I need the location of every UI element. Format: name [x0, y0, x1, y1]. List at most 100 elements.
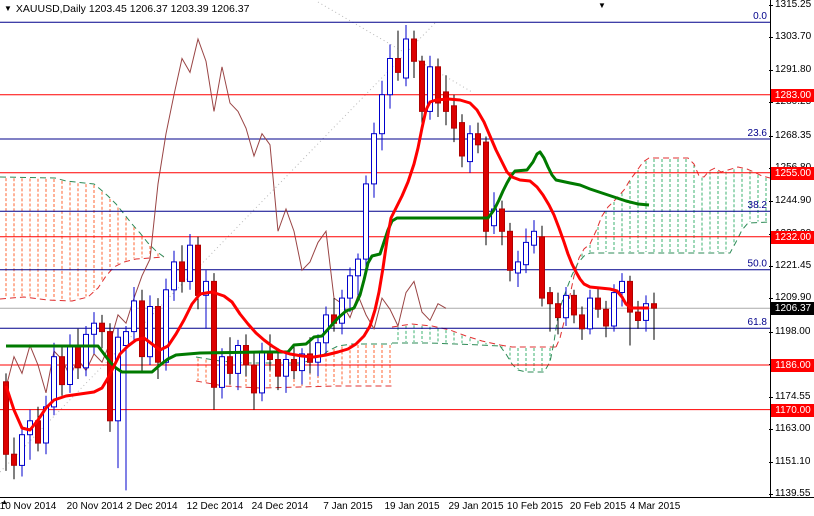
- price-level-badge: 1255.00: [771, 167, 814, 180]
- price-tick-label: 1221.45: [768, 260, 812, 271]
- candle-bull: [147, 295, 153, 365]
- candle-bear: [243, 334, 249, 377]
- candle-bear: [211, 273, 217, 410]
- candle-bull: [203, 270, 209, 329]
- candle-bull: [643, 295, 649, 332]
- candle-bull: [19, 426, 25, 477]
- candle-bull: [235, 339, 241, 391]
- candle-bear: [507, 222, 513, 282]
- tenkan-sen-line: [4, 97, 649, 432]
- chart-title: ▼ XAUUSD,Daily 1203.45 1206.37 1203.39 12…: [4, 3, 249, 15]
- ichimoku-cloud: [0, 157, 771, 389]
- candle-bear: [603, 300, 609, 338]
- fib-level-label: 61.8: [748, 317, 768, 328]
- candle-bull: [619, 273, 625, 307]
- candle-bear: [475, 122, 481, 154]
- price-tick-label: 1268.35: [768, 130, 812, 141]
- fib-level-label: 38.2: [748, 200, 768, 211]
- date-tick-label: 2 Dec 2014: [126, 501, 178, 512]
- candle-bull: [587, 289, 593, 335]
- candle-bull: [283, 353, 289, 393]
- price-level-badge: 1283.00: [771, 89, 814, 102]
- fib-level-label: 50.0: [748, 259, 768, 270]
- candle-bull: [563, 287, 569, 326]
- price-tick-label: 1303.70: [768, 31, 812, 42]
- candle-bull: [467, 125, 473, 173]
- price-level-badge: 1232.00: [771, 231, 814, 244]
- candle-bull: [379, 80, 385, 151]
- candle-bear: [627, 275, 633, 346]
- candle-bear: [483, 136, 489, 246]
- price-tick-label: 1174.55: [768, 391, 811, 402]
- price-axis[interactable]: 1315.251303.701291.801280.251268.351256.…: [768, 0, 814, 499]
- price-tick-label: 1139.55: [768, 488, 811, 499]
- candle-bull: [403, 25, 409, 87]
- candle-bull: [219, 348, 225, 399]
- price-tick-label: 1151.10: [768, 456, 811, 467]
- fibonacci-retracement[interactable]: 0.0 23.6 38.2 50.0 61.8: [0, 11, 770, 329]
- date-tick-label: 29 Jan 2015: [448, 501, 504, 512]
- chart-title-text: XAUUSD,Daily 1203.45 1206.37 1203.39 120…: [15, 3, 250, 15]
- candle-bull: [163, 278, 169, 371]
- candle-bear: [435, 58, 441, 117]
- date-tick-label: 10 Feb 2015: [506, 501, 564, 512]
- candle-bear: [579, 306, 585, 340]
- candle-bull: [355, 253, 361, 296]
- candle-bear: [411, 30, 417, 78]
- price-tick-label: 1209.90: [768, 292, 812, 303]
- candle-bear: [651, 292, 657, 340]
- kijun-sen-line: [6, 150, 650, 374]
- candle-bull: [115, 328, 121, 469]
- date-tick-label: 19 Jan 2015: [384, 501, 440, 512]
- candle-bull: [387, 44, 393, 109]
- date-tick-label: 20 Nov 2014: [66, 501, 124, 512]
- candle-bear: [227, 337, 233, 385]
- candle-bull: [531, 220, 537, 254]
- symbol-dropdown-icon[interactable]: ▼: [4, 4, 12, 13]
- candle-bull: [123, 326, 129, 491]
- price-tick-label: 1163.00: [768, 423, 811, 434]
- candle-bear: [555, 292, 561, 335]
- candle-bear: [419, 55, 425, 129]
- candle-bull: [83, 326, 89, 377]
- candle-bear: [459, 114, 465, 168]
- date-tick-label: 4 Mar 2015: [629, 501, 681, 512]
- candle-bull: [347, 267, 353, 313]
- date-tick-label: 10 Nov 2014: [0, 501, 57, 512]
- fib-level-label: 0.0: [753, 11, 767, 22]
- date-tick-label: 12 Dec 2014: [186, 501, 244, 512]
- candle-bull: [515, 250, 521, 287]
- candle-bear: [251, 351, 257, 410]
- candle-bull: [131, 287, 137, 343]
- candle-bull: [371, 122, 377, 198]
- price-level-badge: 1186.00: [771, 359, 814, 372]
- candles: [3, 25, 657, 491]
- candle-bear: [11, 437, 17, 480]
- candle-bear: [179, 245, 185, 293]
- price-tick-label: 1198.00: [768, 326, 811, 337]
- candle-bull: [187, 234, 193, 290]
- candle-bear: [539, 225, 545, 307]
- price-level-badge: 1170.00: [771, 404, 814, 417]
- object-arrow-icon[interactable]: ▼: [598, 1, 606, 10]
- date-tick-label: 20 Feb 2015: [569, 501, 627, 512]
- date-tick-label: 7 Jan 2015: [323, 501, 373, 512]
- candle-bear: [275, 348, 281, 391]
- candle-bull: [51, 342, 57, 416]
- price-tick-label: 1244.90: [768, 195, 812, 206]
- candle-bear: [499, 200, 505, 246]
- candle-bear: [595, 287, 601, 318]
- candle-bear: [395, 30, 401, 81]
- date-tick-label: 24 Dec 2014: [251, 501, 309, 512]
- candle-bull: [523, 228, 529, 274]
- candle-bear: [571, 289, 577, 324]
- chart-shift-icon[interactable]: ▲: [1, 499, 8, 506]
- time-axis[interactable]: 10 Nov 2014 20 Nov 2014 2 Dec 2014 12 Dec 2…: [0, 497, 814, 516]
- current-price-badge: 1206.37: [771, 302, 814, 315]
- candle-bull: [611, 284, 617, 332]
- candle-bull: [427, 55, 433, 120]
- candle-bull: [171, 250, 177, 301]
- candle-bear: [99, 314, 105, 349]
